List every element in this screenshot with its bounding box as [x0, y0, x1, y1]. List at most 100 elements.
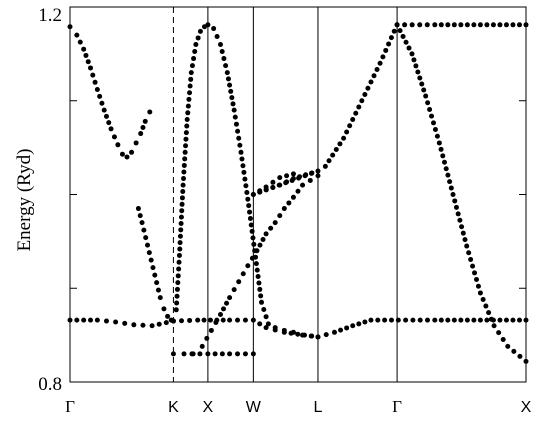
band-point-s2-39 [356, 321, 362, 327]
band-point-s1-101 [257, 286, 263, 292]
band-point-s3-20 [277, 213, 283, 219]
band-point-s6-1 [181, 351, 187, 357]
x-path-label-2: X [203, 399, 214, 416]
band-point-s1-49 [186, 96, 192, 102]
band-point-s3-30 [330, 152, 336, 158]
band-point-s2-3 [88, 317, 94, 323]
band-point-s2-25 [257, 321, 263, 327]
band-point-s1-5 [145, 242, 151, 248]
band-point-s5-2 [400, 33, 406, 39]
band-point-s1-24 [176, 259, 182, 265]
band-point-s1-103 [259, 299, 265, 305]
band-point-s3-3 [208, 327, 214, 333]
band-point-s2-55 [464, 317, 470, 323]
band-point-s2-58 [484, 317, 490, 323]
band-point-s3-19 [272, 220, 278, 226]
band-point-s1-13 [161, 306, 167, 312]
band-point-s1-87 [245, 196, 251, 202]
band-point-s4-26 [290, 171, 296, 177]
band-point-s1-32 [179, 208, 185, 214]
band-point-s3-46 [380, 54, 386, 60]
band-point-s1-25 [176, 252, 182, 258]
band-point-s3-45 [377, 60, 383, 66]
band-point-s0-4 [83, 52, 89, 58]
band-point-s2-40 [362, 319, 368, 325]
band-point-s1-42 [183, 143, 189, 149]
band-point-s3-22 [286, 200, 292, 206]
band-point-s1-34 [179, 195, 185, 201]
band-point-s2-50 [432, 317, 438, 323]
band-point-s3-65 [490, 22, 496, 28]
band-point-s3-36 [350, 117, 356, 122]
band-point-s5-8 [415, 69, 421, 75]
band-point-s2-41 [368, 317, 374, 323]
band-point-s2-20 [220, 317, 226, 323]
band-point-s2-7 [122, 320, 128, 326]
band-point-s1-79 [237, 142, 243, 148]
band-point-s1-20 [174, 286, 180, 292]
band-point-s3-40 [362, 92, 368, 97]
band-point-s2-60 [497, 317, 503, 323]
band-point-s1-82 [240, 163, 246, 169]
band-point-s2-4 [94, 317, 100, 323]
band-point-s1-4 [143, 235, 149, 241]
band-point-s3-43 [371, 73, 377, 79]
band-point-s3-69 [516, 22, 522, 28]
band-point-s3-67 [503, 22, 509, 28]
band-point-s1-69 [225, 76, 231, 82]
plot-frame [69, 6, 527, 383]
band-point-s1-73 [230, 101, 236, 107]
band-point-s4-20 [250, 192, 256, 197]
band-point-s1-65 [219, 49, 225, 55]
band-point-s5-28 [452, 198, 458, 204]
band-point-s2-21 [227, 317, 233, 323]
band-point-s5-39 [472, 270, 478, 276]
band-point-s1-66 [221, 56, 227, 62]
band-point-s2-5 [103, 318, 109, 324]
band-point-s4-16 [276, 182, 282, 188]
band-point-s0-21 [133, 140, 139, 146]
band-point-s2-15 [187, 317, 193, 323]
band-point-s3-8 [227, 295, 233, 301]
band-point-s1-10 [154, 280, 160, 286]
band-point-s2-43 [382, 317, 388, 323]
band-point-s1-55 [191, 56, 197, 62]
band-point-s3-48 [386, 41, 392, 47]
band-point-s6-4 [205, 351, 211, 357]
band-point-s2-64 [523, 317, 529, 323]
band-point-s5-16 [431, 120, 436, 126]
band-point-s1-3 [141, 227, 147, 233]
band-point-s3-28 [322, 163, 328, 169]
band-point-s2-45 [395, 317, 401, 323]
band-point-s0-20 [129, 149, 135, 155]
band-point-s3-49 [388, 35, 394, 41]
band-point-s1-85 [243, 183, 249, 189]
band-point-s3-34 [344, 129, 350, 135]
band-point-s2-10 [149, 323, 155, 329]
band-point-s5-53 [523, 358, 529, 364]
band-point-s3-11 [240, 271, 246, 277]
band-point-s3-41 [365, 85, 371, 91]
band-point-s5-43 [480, 297, 486, 302]
band-point-s2-11 [156, 321, 162, 327]
band-point-s3-39 [359, 98, 365, 104]
band-point-s1-6 [146, 250, 152, 256]
band-point-s1-81 [239, 156, 245, 162]
band-point-s2-56 [471, 317, 477, 323]
band-point-s4-24 [277, 175, 283, 181]
band-point-s0-1 [74, 32, 80, 38]
band-point-s3-59 [451, 22, 457, 28]
band-point-s2-44 [388, 317, 394, 323]
band-point-s3-32 [337, 141, 343, 147]
band-point-s3-26 [307, 177, 313, 183]
band-point-s3-29 [326, 158, 332, 164]
band-point-s3-12 [245, 263, 251, 269]
band-point-s3-15 [257, 242, 263, 248]
band-point-s1-76 [233, 121, 239, 127]
band-point-s3-61 [464, 22, 470, 28]
band-point-s1-80 [238, 149, 244, 155]
band-point-s1-44 [183, 130, 189, 136]
band-point-s1-62 [211, 26, 217, 32]
band-point-s1-57 [193, 42, 199, 47]
